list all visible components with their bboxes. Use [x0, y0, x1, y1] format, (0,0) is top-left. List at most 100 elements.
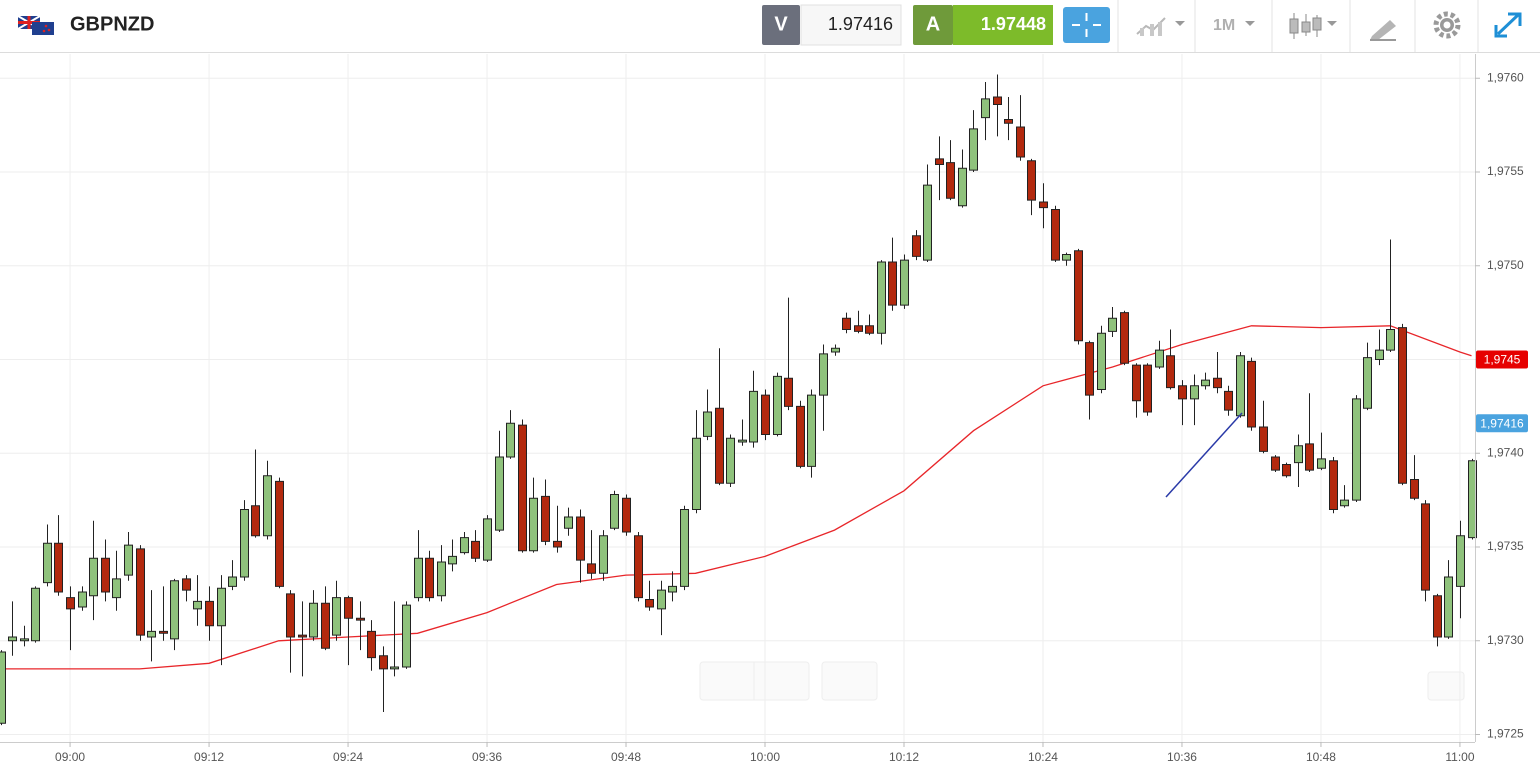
candle-body	[1062, 254, 1071, 261]
ask-button[interactable]	[913, 5, 953, 45]
candle-body	[529, 497, 538, 552]
candle-body	[1375, 349, 1384, 360]
candle-body	[448, 555, 457, 565]
candle-body	[1190, 385, 1199, 400]
candle-body	[379, 655, 388, 670]
candle-body	[969, 128, 978, 171]
price-tag	[1476, 350, 1528, 369]
candle-body	[726, 437, 735, 484]
x-tick-label: 10:00	[750, 750, 780, 764]
candle-body	[112, 578, 121, 599]
bid-price-box[interactable]	[800, 4, 902, 46]
candle-body	[553, 540, 562, 548]
indicator-button[interactable]	[1136, 17, 1185, 36]
candle-body	[1421, 503, 1430, 591]
candle-body	[842, 317, 851, 330]
timeframe-button[interactable]: 1M	[1213, 17, 1255, 34]
candle-body	[703, 411, 712, 437]
candle-body	[54, 542, 63, 593]
candle-body	[437, 561, 446, 597]
candle-body	[773, 375, 782, 435]
candle-body	[20, 638, 29, 642]
candle-body	[993, 96, 1002, 105]
x-tick-label: 10:48	[1306, 750, 1336, 764]
candle-body	[1039, 201, 1048, 209]
chart-type-button[interactable]	[1289, 13, 1337, 39]
candle-body	[263, 475, 272, 537]
candle-body	[1132, 364, 1141, 402]
candle-body	[1386, 329, 1395, 351]
scroll-control[interactable]	[1427, 671, 1465, 701]
candle-body	[865, 325, 874, 334]
y-tick-label: 1,9755	[1487, 164, 1524, 178]
candle-body	[170, 580, 179, 640]
candle-body	[599, 535, 608, 574]
candle-body	[321, 602, 330, 649]
y-tick-label: 1,9760	[1487, 70, 1524, 84]
bid-label: V	[774, 13, 788, 35]
x-tick-label: 10:12	[889, 750, 919, 764]
candle-body	[1027, 160, 1036, 201]
y-tick-label: 1,9725	[1487, 727, 1524, 741]
candle-body	[1074, 250, 1083, 342]
ask-price-box[interactable]	[953, 5, 1053, 45]
reset-control[interactable]	[821, 661, 878, 701]
candle-body	[1247, 360, 1256, 428]
candle-body	[877, 261, 886, 334]
settings-button[interactable]	[1433, 11, 1461, 39]
candle-body	[66, 597, 75, 610]
draw-button[interactable]	[1370, 20, 1396, 41]
candle-body	[101, 557, 110, 593]
candle-body	[1016, 126, 1025, 158]
candle-body	[796, 405, 805, 467]
candle-body	[414, 557, 423, 599]
candle-body	[1294, 445, 1303, 464]
candle-body	[89, 557, 98, 597]
x-tick-label: 10:24	[1028, 750, 1058, 764]
candle-body	[1398, 327, 1407, 484]
candle-body	[217, 587, 226, 627]
bid-price: 1.97416	[828, 14, 893, 34]
crosshair-button[interactable]	[1063, 7, 1110, 43]
candle-body	[1352, 398, 1361, 501]
candle-body	[1120, 312, 1129, 364]
candle-body	[460, 537, 469, 554]
ask-label: A	[926, 13, 940, 35]
fullscreen-button[interactable]	[1494, 12, 1522, 38]
y-tick-label: 1,9740	[1487, 445, 1524, 459]
bid-button[interactable]	[762, 5, 800, 45]
candle-body	[275, 480, 284, 587]
candle-body	[657, 589, 666, 610]
candle-body	[1155, 349, 1164, 368]
separators	[1117, 0, 1479, 52]
candle-body	[1108, 317, 1117, 332]
candle-body	[471, 540, 480, 559]
candle-body	[854, 325, 863, 332]
candle-body	[1213, 377, 1222, 389]
toolbar: GBPNZD V 1.97416 A 1.97448 1M	[0, 0, 1540, 53]
candle-body	[309, 602, 318, 638]
candle-body	[1468, 460, 1477, 539]
ask-price: 1.97448	[981, 14, 1046, 34]
candle-body	[1410, 479, 1419, 499]
candle-body	[1271, 456, 1280, 471]
candle-body	[1201, 379, 1210, 387]
candle-body	[78, 591, 87, 608]
candle-body	[182, 578, 191, 591]
x-tick-label: 09:12	[194, 750, 224, 764]
candle-body	[564, 516, 573, 529]
timeframe: 1M	[1213, 17, 1235, 34]
candle-body	[958, 167, 967, 207]
candle-body	[587, 563, 596, 574]
candle-body	[402, 604, 411, 668]
candle-body	[518, 424, 527, 552]
candle-body	[981, 98, 990, 119]
plot	[0, 74, 1477, 726]
candle-body	[483, 518, 492, 561]
candle-body	[610, 494, 619, 529]
candle-body	[680, 509, 689, 587]
candle-body	[147, 630, 156, 638]
crosshair-icon	[1072, 13, 1101, 37]
